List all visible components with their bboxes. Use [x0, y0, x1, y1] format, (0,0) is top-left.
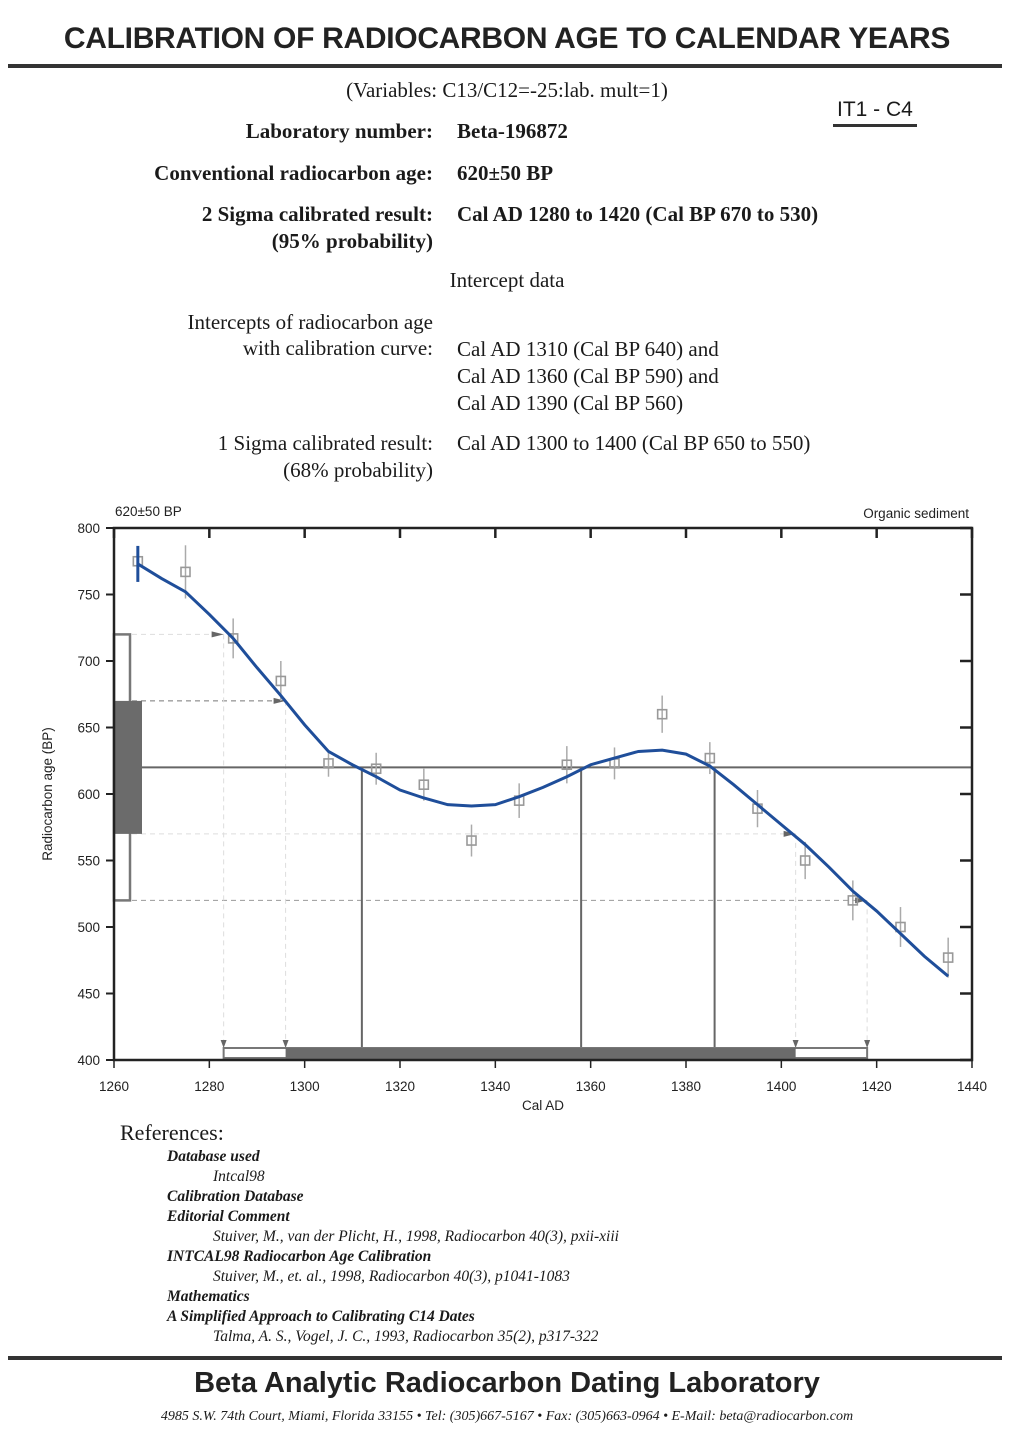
- conventional-age-value: 620±50 BP: [457, 161, 554, 185]
- reference-heading: Calibration Database: [167, 1188, 304, 1205]
- intercept-arrow-icon: [783, 830, 796, 837]
- reference-citation: Intcal98: [213, 1168, 265, 1185]
- reference-heading: INTCAL98 Radiocarbon Age Calibration: [167, 1248, 432, 1265]
- y-tick-label: 450: [77, 987, 100, 1002]
- x-tick-label: 1400: [766, 1079, 796, 1094]
- lab-address: 4985 S.W. 74th Court, Miami, Florida 331…: [160, 1409, 854, 1424]
- calibration-chart: 620±50 BP Organic sediment Cal AD Radioc…: [40, 504, 987, 1113]
- y-tick-label: 500: [77, 920, 100, 935]
- x-tick-label: 1260: [99, 1079, 129, 1094]
- one-sigma-range-bar: [285, 1048, 796, 1059]
- data-point: [656, 708, 668, 720]
- calibration-curve: [137, 562, 950, 978]
- y-tick-label: 650: [77, 721, 100, 736]
- down-arrow-icon: [792, 1040, 799, 1048]
- one-sigma-age-box: [114, 700, 142, 834]
- intercept-value: Cal AD 1310 (Cal BP 640) and: [457, 337, 719, 361]
- chart-title-right: Organic sediment: [863, 506, 969, 521]
- intercept-value: Cal AD 1360 (Cal BP 590) and: [457, 364, 719, 388]
- intercept-arrow-icon: [273, 697, 286, 704]
- x-tick-label: 1360: [576, 1079, 606, 1094]
- y-tick-label: 400: [77, 1053, 100, 1068]
- chart-title-left: 620±50 BP: [115, 504, 182, 519]
- intercepts-label: Intercepts of radiocarbon age: [187, 310, 433, 334]
- intercepts-label-2: with calibration curve:: [242, 336, 433, 360]
- intercept-arrow-icon: [211, 631, 224, 638]
- down-arrow-icon: [864, 1040, 871, 1048]
- y-tick-label: 800: [77, 521, 100, 536]
- x-tick-label: 1340: [480, 1079, 510, 1094]
- sample-tag: IT1 - C4: [833, 98, 917, 127]
- data-point: [847, 895, 859, 906]
- data-point: [227, 633, 239, 644]
- data-point: [895, 921, 906, 933]
- y-axis-label: Radiocarbon age (BP): [40, 727, 55, 861]
- data-point: [799, 855, 811, 866]
- lab-name: Beta Analytic Radiocarbon Dating Laborat…: [194, 1367, 820, 1399]
- x-tick-label: 1300: [290, 1079, 320, 1094]
- data-point: [942, 952, 954, 963]
- x-tick-label: 1380: [671, 1079, 701, 1094]
- two-sigma-value: Cal AD 1280 to 1420 (Cal BP 670 to 530): [457, 202, 819, 226]
- y-tick-label: 750: [77, 588, 100, 603]
- data-point: [418, 779, 430, 790]
- reference-heading: Mathematics: [167, 1288, 250, 1305]
- data-point: [704, 752, 716, 764]
- data-point: [180, 566, 191, 578]
- lab-number-value: Beta-196872: [457, 119, 568, 143]
- x-tick-label: 1280: [194, 1079, 224, 1094]
- footer-rule: [8, 1356, 1002, 1360]
- references-heading: References:: [120, 1120, 224, 1145]
- reference-heading: A Simplified Approach to Calibrating C14…: [167, 1308, 475, 1325]
- reference-heading: Editorial Comment: [167, 1208, 290, 1225]
- data-point: [323, 758, 334, 769]
- intercept-arrow-icon: [855, 897, 868, 904]
- reference-citation: Stuiver, M., et. al., 1998, Radiocarbon …: [213, 1268, 570, 1285]
- intercept-value: Cal AD 1390 (Cal BP 560): [457, 391, 684, 415]
- two-sigma-probability: (95% probability): [271, 229, 433, 253]
- x-axis-label: Cal AD: [522, 1098, 564, 1113]
- data-point: [370, 763, 382, 775]
- y-tick-label: 550: [77, 854, 100, 869]
- data-point: [275, 675, 287, 687]
- down-arrow-icon: [220, 1040, 227, 1048]
- reference-citation: Stuiver, M., van der Plicht, H., 1998, R…: [213, 1228, 619, 1245]
- variables: (Variables: C13/C12=-25:lab. mult=1): [346, 78, 668, 102]
- y-tick-label: 700: [77, 654, 100, 669]
- conventional-age-label: Conventional radiocarbon age:: [154, 161, 433, 185]
- plot-frame: [112, 526, 974, 1062]
- down-arrow-icon: [282, 1040, 289, 1048]
- y-tick-label: 600: [77, 787, 100, 802]
- one-sigma-probability: (68% probability): [283, 458, 433, 482]
- reference-citation: Talma, A. S., Vogel, J. C., 1993, Radioc…: [213, 1328, 599, 1345]
- reference-heading: Database used: [167, 1148, 260, 1165]
- intercept-heading: Intercept data: [449, 268, 565, 292]
- x-tick-label: 1420: [862, 1079, 892, 1094]
- lab-number-label: Laboratory number:: [245, 119, 433, 143]
- one-sigma-value: Cal AD 1300 to 1400 (Cal BP 650 to 550): [457, 431, 811, 455]
- report-title: CALIBRATION OF RADIOCARBON AGE TO CALEND…: [63, 22, 951, 55]
- data-point: [561, 759, 573, 771]
- data-point: [466, 835, 477, 846]
- x-tick-label: 1440: [957, 1079, 987, 1094]
- x-tick-label: 1320: [385, 1079, 415, 1094]
- two-sigma-label: 2 Sigma calibrated result:: [201, 202, 433, 226]
- title-rule: [8, 64, 1002, 68]
- one-sigma-label: 1 Sigma calibrated result:: [217, 431, 433, 455]
